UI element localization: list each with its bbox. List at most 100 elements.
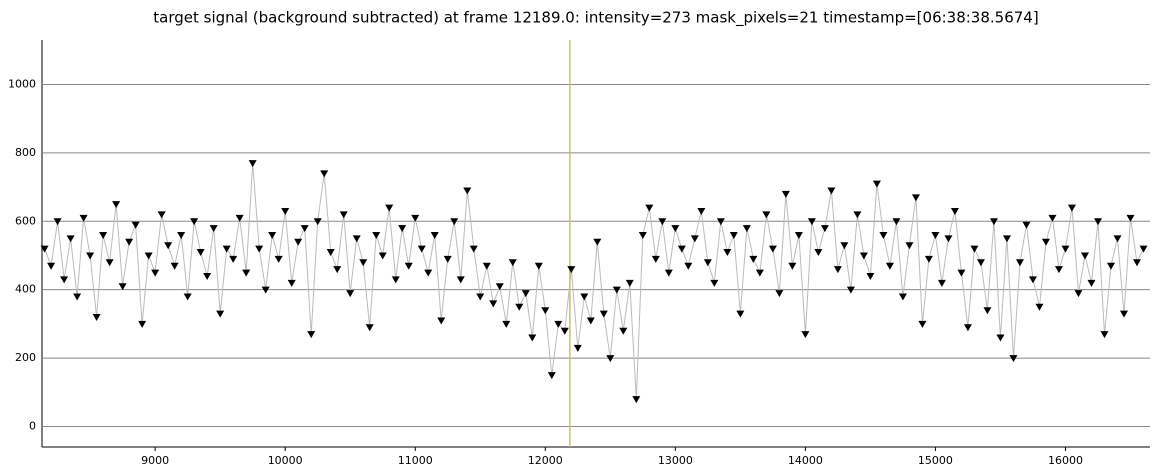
point <box>274 255 283 263</box>
point <box>1093 218 1102 226</box>
point <box>66 235 75 243</box>
point <box>261 286 270 294</box>
point <box>502 320 511 328</box>
point <box>222 245 231 253</box>
point <box>1132 259 1141 267</box>
point <box>619 327 628 335</box>
point <box>697 208 706 216</box>
point <box>118 283 127 291</box>
point <box>554 320 563 328</box>
point <box>378 252 387 260</box>
point <box>625 279 634 287</box>
point <box>248 160 257 168</box>
point <box>1100 331 1109 339</box>
point <box>1048 214 1057 222</box>
point <box>268 231 277 239</box>
x-tick-label: 10000 <box>268 454 303 467</box>
point <box>638 231 647 239</box>
point <box>632 396 641 404</box>
point <box>482 262 491 270</box>
point <box>1080 252 1089 260</box>
point <box>586 317 595 325</box>
point <box>989 218 998 226</box>
y-tick-label: 0 <box>29 419 36 432</box>
point <box>144 252 153 260</box>
point <box>957 269 966 277</box>
point <box>755 269 764 277</box>
point <box>515 303 524 311</box>
point <box>970 245 979 253</box>
point <box>183 293 192 301</box>
point <box>105 259 114 267</box>
point <box>40 245 49 253</box>
point <box>476 293 485 301</box>
point <box>736 310 745 318</box>
point <box>443 255 452 263</box>
point <box>983 307 992 315</box>
point <box>937 279 946 287</box>
chart-title: target signal (background subtracted) at… <box>153 9 1038 28</box>
point <box>547 372 556 380</box>
point <box>814 249 823 257</box>
point <box>885 262 894 270</box>
point <box>898 293 907 301</box>
point <box>177 231 186 239</box>
point <box>456 276 465 284</box>
point <box>534 262 543 270</box>
point <box>781 190 790 198</box>
point <box>846 286 855 294</box>
point <box>209 225 218 233</box>
point <box>1009 355 1018 363</box>
point <box>385 204 394 212</box>
point <box>567 266 576 274</box>
point <box>281 208 290 216</box>
x-tick-label: 14000 <box>788 454 823 467</box>
point <box>79 214 88 222</box>
point <box>190 218 199 226</box>
point <box>716 218 725 226</box>
point <box>313 218 322 226</box>
point <box>125 238 134 246</box>
point <box>60 276 69 284</box>
point <box>645 204 654 212</box>
y-tick-label: 800 <box>15 146 36 159</box>
point <box>703 259 712 267</box>
x-tick-label: 15000 <box>918 454 953 467</box>
point <box>560 327 569 335</box>
point <box>365 324 374 332</box>
point <box>521 290 530 298</box>
point <box>138 320 147 328</box>
point <box>99 231 108 239</box>
point <box>541 307 550 315</box>
point <box>859 252 868 260</box>
point <box>794 231 803 239</box>
point <box>196 249 205 257</box>
x-tick-label: 16000 <box>1048 454 1083 467</box>
point <box>1139 245 1148 253</box>
point <box>450 218 459 226</box>
point <box>1113 235 1122 243</box>
point <box>729 231 738 239</box>
point <box>157 211 166 219</box>
point <box>430 231 439 239</box>
point <box>788 262 797 270</box>
point <box>820 225 829 233</box>
point <box>359 259 368 267</box>
point <box>671 225 680 233</box>
point <box>508 259 517 267</box>
point <box>346 290 355 298</box>
point <box>333 266 342 274</box>
point <box>677 245 686 253</box>
point <box>170 262 179 270</box>
point <box>768 245 777 253</box>
point <box>86 252 95 260</box>
point <box>775 290 784 298</box>
point <box>931 231 940 239</box>
point <box>1087 279 1096 287</box>
point <box>612 286 621 294</box>
point <box>1074 290 1083 298</box>
point <box>866 272 875 280</box>
point <box>872 180 881 188</box>
point <box>580 293 589 301</box>
